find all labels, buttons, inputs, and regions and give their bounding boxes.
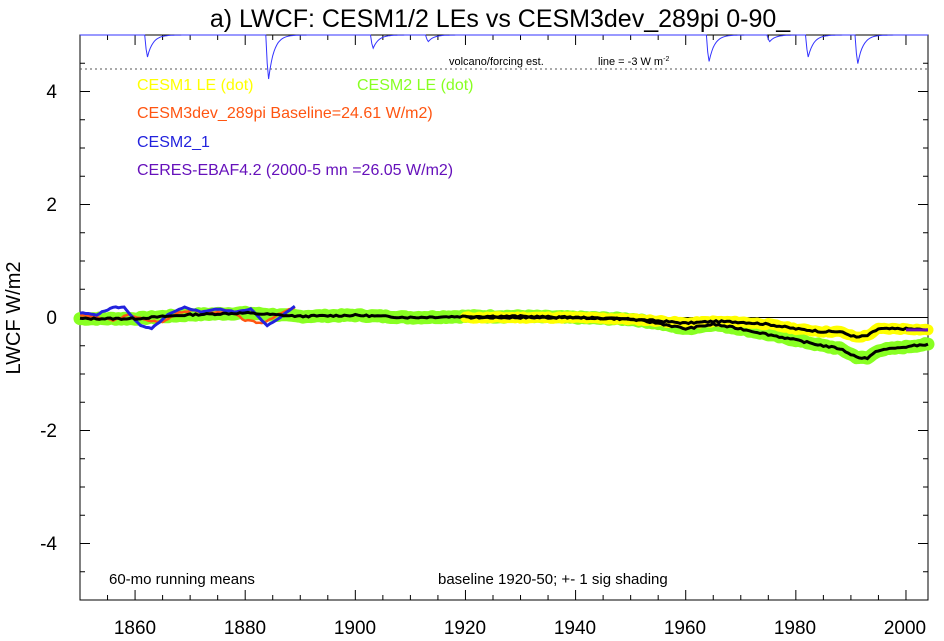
- y-tick-label: 4: [46, 82, 57, 103]
- cesm1-mean-line: [465, 315, 929, 339]
- legend: CESM1 LE (dot) CESM2 LE (dot) CESM3dev_2…: [137, 77, 473, 179]
- y-tick-label: 2: [46, 195, 57, 216]
- x-tick-label: 1880: [224, 618, 266, 639]
- y-tick-label: 0: [46, 308, 57, 329]
- cesm2-1-line: [79, 305, 296, 331]
- x-tick-label: 1960: [664, 618, 706, 639]
- legend-cesm3dev: CESM3dev_289pi Baseline=24.61 W/m2): [137, 105, 433, 122]
- x-tick-label: 1920: [444, 618, 486, 639]
- annotations: volcano/forcing est. line = -3 W m-2 60-…: [109, 56, 669, 588]
- legend-ceres: CERES-EBAF4.2 (2000-5 mn =26.05 W/m2): [137, 162, 453, 179]
- y-tick-labels: 4 2 0 -2 -4: [40, 82, 57, 555]
- legend-cesm2-1: CESM2_1: [137, 134, 210, 151]
- y-axis-label: LWCF W/m2: [3, 262, 25, 375]
- plot-area: [73, 34, 935, 601]
- series-lines: [79, 305, 929, 361]
- legend-cesm1: CESM1 LE (dot): [137, 77, 253, 94]
- volcano-forcing: [80, 34, 928, 80]
- volcano-line-superscript: -2: [663, 56, 669, 63]
- volcano-forcing-line: [80, 34, 928, 80]
- y-tick-label: -4: [40, 534, 57, 555]
- volcano-note: volcano/forcing est.: [449, 56, 544, 68]
- volcano-line-text: line = -3 W m: [598, 56, 663, 68]
- y-tick-label: -2: [40, 421, 57, 442]
- baseline-note: baseline 1920-50; +- 1 sig shading: [438, 571, 668, 588]
- shading-bands: [73, 305, 935, 365]
- chart-title: a) LWCF: CESM1/2 LEs vs CESM3dev_289pi 0…: [210, 5, 791, 33]
- volcano-line-note: line = -3 W m-2: [598, 56, 669, 68]
- x-tick-label: 1860: [114, 618, 156, 639]
- x-tick-label: 2000: [884, 618, 926, 639]
- x-tick-labels: 1860 1880 1900 1920 1940 1960 1980 2000: [114, 618, 926, 639]
- running-means-note: 60-mo running means: [109, 571, 255, 588]
- x-tick-label: 1900: [334, 618, 376, 639]
- axis-ticks: [79, 34, 928, 601]
- legend-cesm2: CESM2 LE (dot): [357, 77, 473, 94]
- x-tick-label: 1940: [554, 618, 596, 639]
- x-tick-label: 1980: [774, 618, 816, 639]
